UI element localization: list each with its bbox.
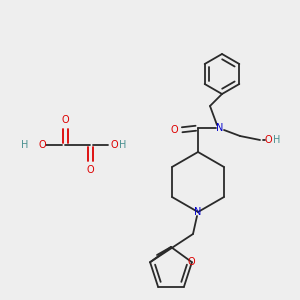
Text: N: N — [194, 207, 202, 217]
Text: O: O — [38, 140, 46, 150]
Text: H: H — [119, 140, 127, 150]
Text: O: O — [187, 257, 195, 267]
Text: H: H — [273, 135, 281, 145]
Text: O: O — [110, 140, 118, 150]
Text: O: O — [264, 135, 272, 145]
Text: O: O — [170, 125, 178, 135]
Text: H: H — [21, 140, 29, 150]
Text: N: N — [216, 123, 224, 133]
Text: O: O — [86, 165, 94, 175]
Text: O: O — [61, 115, 69, 125]
